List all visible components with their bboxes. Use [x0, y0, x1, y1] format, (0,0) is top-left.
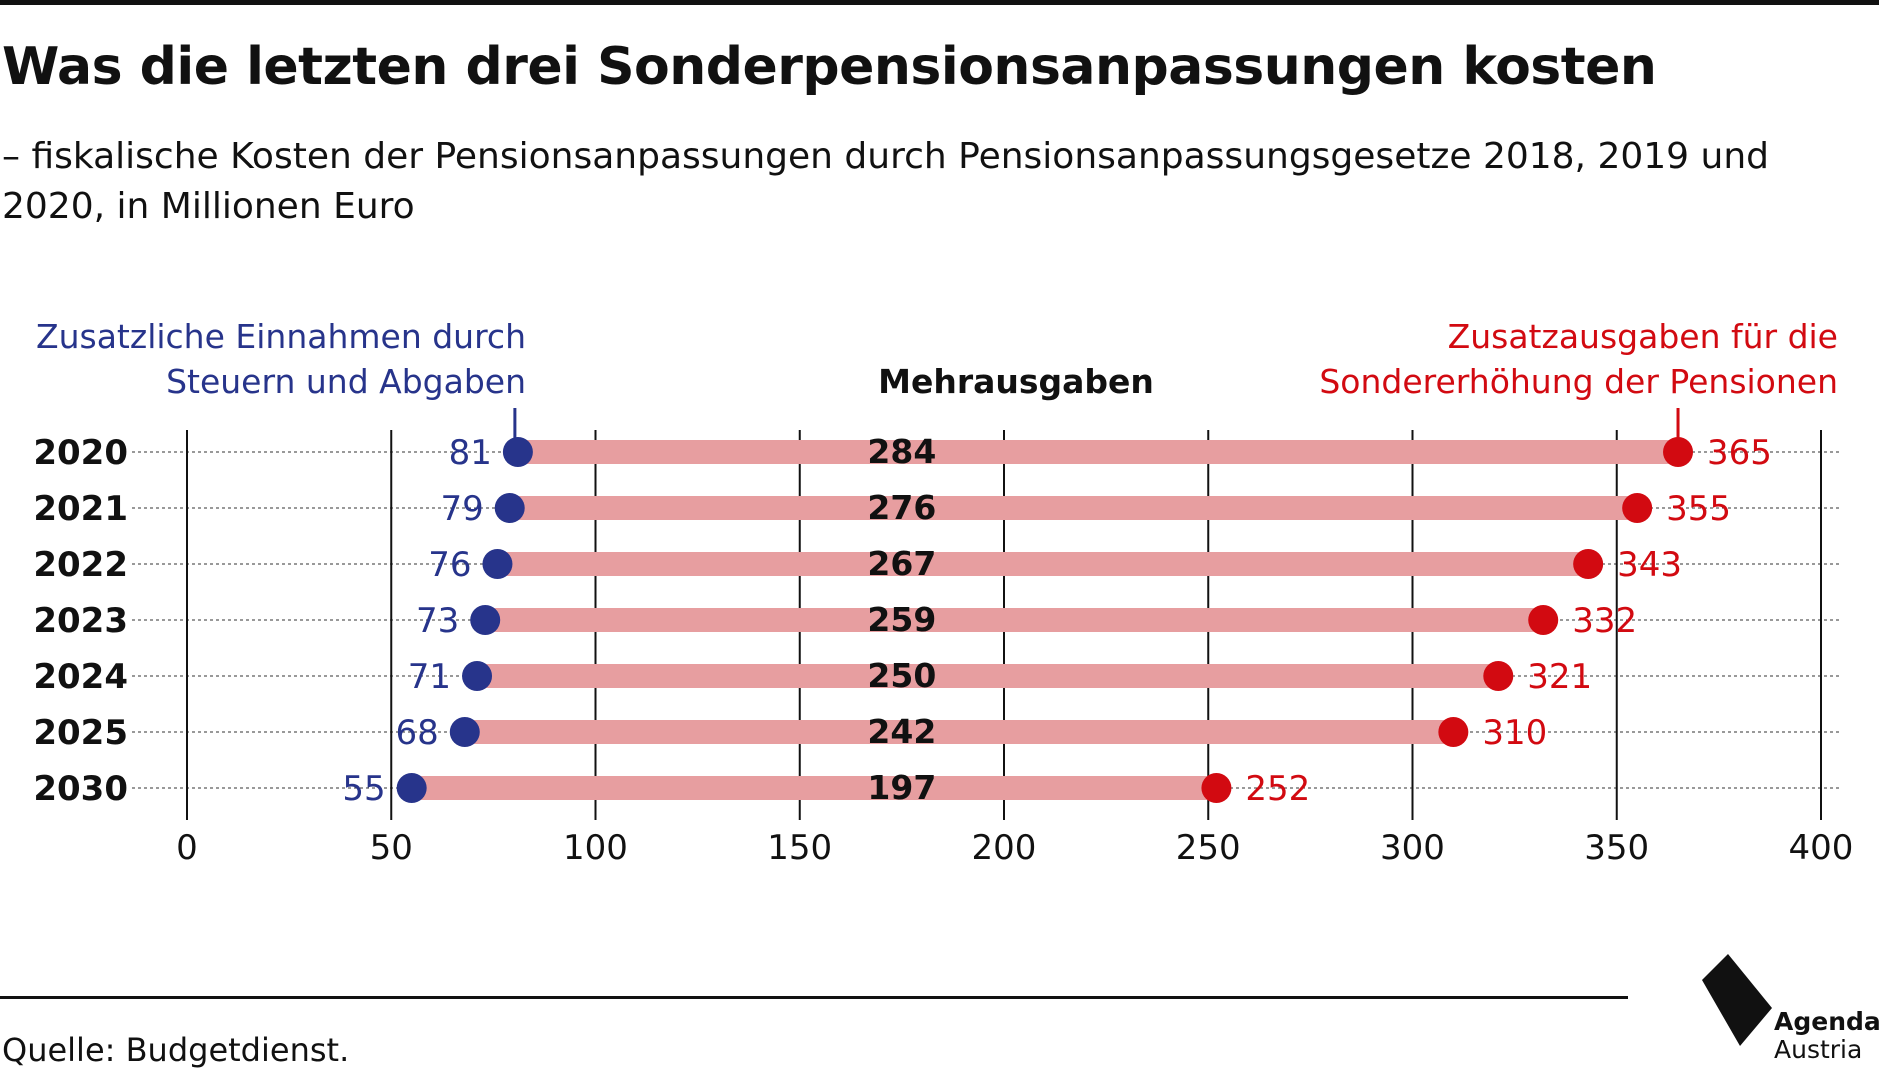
expense-value-label: 310: [1482, 713, 1547, 753]
x-tick-label: 400: [1789, 828, 1854, 868]
revenue-value-label: 68: [396, 713, 439, 753]
year-label: 2025: [33, 713, 128, 753]
expense-point: [1438, 717, 1469, 747]
chart-title: Was die letzten drei Sonderpensionsanpas…: [2, 37, 1657, 97]
source-note: Quelle: Budgetdienst.: [2, 1031, 350, 1069]
revenue-value-label: 81: [449, 433, 492, 473]
logo-text: Agenda Austria: [1774, 1008, 1879, 1064]
revenue-point: [449, 717, 480, 747]
year-label: 2030: [33, 769, 128, 809]
x-tick-label: 200: [972, 828, 1037, 868]
revenue-value-label: 73: [416, 601, 459, 641]
revenue-value-label: 55: [342, 769, 385, 809]
difference-value-label: 242: [867, 712, 936, 751]
expense-point: [1573, 549, 1604, 579]
x-tick-label: 250: [1176, 828, 1241, 868]
x-tick-label: 0: [176, 828, 198, 868]
expense-value-label: 252: [1245, 769, 1310, 809]
revenue-point: [494, 493, 525, 523]
difference-bar: [509, 496, 1638, 520]
year-label: 2021: [33, 489, 128, 529]
revenue-point: [396, 773, 427, 803]
legend-revenue-label: Zusatzliche Einnahmen durch: [36, 317, 526, 356]
revenue-point: [462, 661, 493, 691]
legend-revenue-label: Steuern und Abgaben: [166, 362, 526, 401]
x-tick-label: 100: [563, 828, 628, 868]
x-tick-label: 350: [1584, 828, 1649, 868]
legend-difference-label: Mehrausgaben: [878, 362, 1154, 401]
year-label: 2024: [33, 657, 128, 697]
difference-value-label: 259: [867, 600, 936, 639]
revenue-point: [470, 605, 501, 635]
logo-line-austria: Austria: [1774, 1035, 1863, 1064]
difference-value-label: 276: [867, 488, 936, 527]
year-label: 2022: [33, 545, 128, 585]
x-tick-label: 50: [370, 828, 413, 868]
difference-value-label: 267: [867, 544, 936, 583]
expense-point: [1528, 605, 1559, 635]
difference-bar: [517, 440, 1679, 464]
expense-value-label: 343: [1617, 545, 1682, 585]
expense-value-label: 355: [1666, 489, 1731, 529]
revenue-value-label: 79: [440, 489, 483, 529]
legend-expense-label: Sondererhöhung der Pensionen: [1319, 362, 1838, 401]
difference-bar: [497, 552, 1589, 576]
x-tick-label: 300: [1380, 828, 1445, 868]
logo-line-agenda: Agenda: [1774, 1007, 1879, 1036]
revenue-value-label: 71: [408, 657, 451, 697]
year-label: 2023: [33, 601, 128, 641]
expense-point: [1483, 661, 1514, 691]
expense-point: [1201, 773, 1232, 803]
agenda-austria-logo: Agenda Austria: [1700, 948, 1879, 1068]
year-label: 2020: [33, 433, 128, 473]
expense-value-label: 332: [1572, 601, 1637, 641]
revenue-point: [482, 549, 513, 579]
x-tick-label: 150: [767, 828, 832, 868]
difference-bar: [477, 664, 1499, 688]
difference-value-label: 250: [867, 656, 936, 695]
expense-value-label: 365: [1707, 433, 1772, 473]
difference-bar: [411, 776, 1217, 800]
difference-bar: [485, 608, 1544, 632]
legend-expense-label: Zusatzausgaben für die: [1448, 317, 1838, 356]
logo-mark-icon: [1702, 954, 1772, 1046]
expense-point: [1622, 493, 1653, 523]
difference-value-label: 197: [867, 768, 936, 807]
expense-value-label: 321: [1527, 657, 1592, 697]
revenue-point: [502, 437, 533, 467]
chart-subtitle: – fiskalische Kosten der Pensionsanpassu…: [2, 136, 1769, 227]
difference-value-label: 284: [867, 432, 936, 471]
top-rule: [0, 0, 1879, 5]
expense-point: [1663, 437, 1694, 467]
dumbbell-chart: 0 50 100 150 200 250 300 350 400 Zusatzliche Einn…: [33, 317, 1854, 868]
bottom-rule: [0, 996, 1628, 999]
difference-bar: [464, 720, 1454, 744]
revenue-value-label: 76: [428, 545, 471, 585]
